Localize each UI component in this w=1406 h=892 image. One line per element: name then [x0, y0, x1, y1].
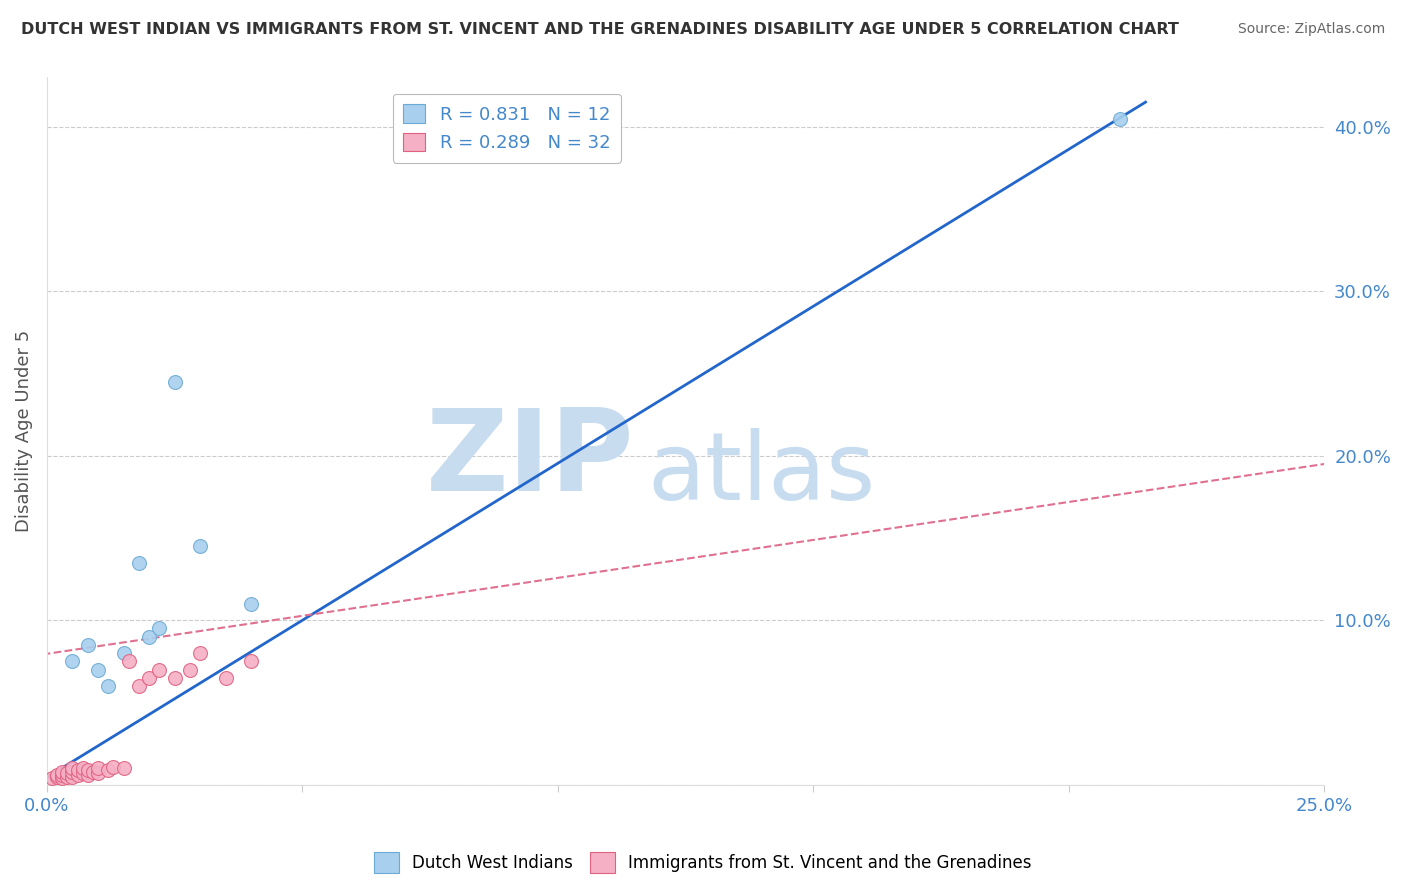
Point — [76, 768, 98, 782]
Legend: Dutch West Indians, Immigrants from St. Vincent and the Grenadines: Dutch West Indians, Immigrants from St. … — [367, 846, 1039, 880]
Point — [66, 768, 89, 782]
Point — [66, 763, 89, 777]
Point — [46, 768, 69, 782]
Point — [72, 761, 94, 775]
Point — [62, 654, 84, 668]
Point — [97, 763, 120, 777]
Point — [138, 671, 160, 685]
Point — [51, 764, 73, 779]
Point — [128, 556, 150, 570]
Text: atlas: atlas — [647, 427, 876, 519]
Point — [72, 766, 94, 780]
Legend: R = 0.831   N = 12, R = 0.289   N = 32: R = 0.831 N = 12, R = 0.289 N = 32 — [392, 94, 621, 163]
Point — [138, 630, 160, 644]
Point — [215, 671, 238, 685]
Point — [62, 761, 84, 775]
Point — [87, 766, 110, 780]
Point — [188, 646, 211, 660]
Point — [41, 771, 63, 785]
Point — [51, 771, 73, 785]
Point — [62, 770, 84, 784]
Point — [51, 768, 73, 782]
Point — [163, 671, 186, 685]
Point — [87, 663, 110, 677]
Point — [97, 679, 120, 693]
Point — [163, 375, 186, 389]
Point — [87, 761, 110, 775]
Y-axis label: Disability Age Under 5: Disability Age Under 5 — [15, 330, 32, 533]
Point — [148, 622, 170, 636]
Point — [76, 763, 98, 777]
Point — [103, 759, 125, 773]
Point — [240, 654, 263, 668]
Point — [112, 761, 135, 775]
Point — [148, 663, 170, 677]
Point — [112, 646, 135, 660]
Text: DUTCH WEST INDIAN VS IMMIGRANTS FROM ST. VINCENT AND THE GRENADINES DISABILITY A: DUTCH WEST INDIAN VS IMMIGRANTS FROM ST.… — [21, 22, 1180, 37]
Point — [1109, 112, 1132, 126]
Point — [128, 679, 150, 693]
Point — [56, 770, 79, 784]
Point — [118, 654, 141, 668]
Point — [179, 663, 201, 677]
Point — [62, 764, 84, 779]
Text: ZIP: ZIP — [426, 404, 634, 515]
Point — [240, 597, 263, 611]
Point — [46, 770, 69, 784]
Point — [76, 638, 98, 652]
Text: Source: ZipAtlas.com: Source: ZipAtlas.com — [1237, 22, 1385, 37]
Point — [56, 766, 79, 780]
Point — [188, 539, 211, 553]
Point — [82, 764, 104, 779]
